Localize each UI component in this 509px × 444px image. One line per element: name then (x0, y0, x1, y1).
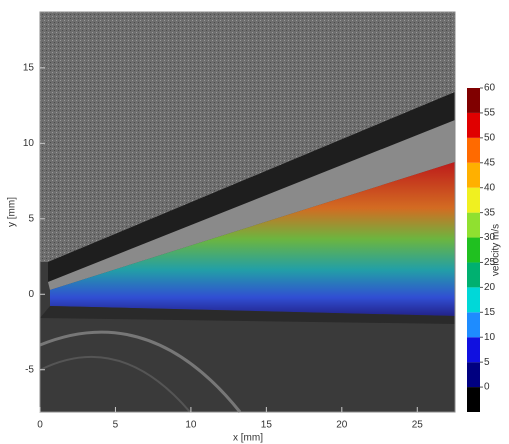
colorbar-tick-label: 10 (484, 332, 496, 343)
colorbar-band (467, 287, 480, 312)
colorbar-tick-label: 60 (484, 83, 496, 94)
colorbar-band (467, 362, 480, 387)
x-axis-label: x [mm] (233, 433, 263, 444)
colorbar-tick-label: 35 (484, 207, 496, 218)
y-tick-label: 10 (23, 138, 35, 149)
y-tick-label: 0 (28, 289, 34, 300)
colorbar-band (467, 188, 480, 213)
colorbar-band (467, 238, 480, 263)
x-tick-label: 0 (37, 420, 43, 431)
colorbar-band (467, 213, 480, 238)
y-tick-label: -5 (25, 364, 34, 375)
colorbar-band (467, 138, 480, 163)
colorbar-tick-label: 5 (484, 357, 490, 368)
colorbar-tick-label: 50 (484, 132, 496, 143)
colorbar-tick-label: 15 (484, 307, 496, 318)
y-tick-label: 5 (28, 213, 34, 224)
y-tick-label: 15 (23, 62, 35, 73)
colorbar-band (467, 113, 480, 138)
colorbar-tick-label: 45 (484, 157, 496, 168)
y-axis-label: y [mm] (7, 197, 18, 227)
x-tick-label: 10 (185, 420, 197, 431)
colorbar-tick-label: 55 (484, 108, 496, 119)
colorbar-band (467, 387, 480, 412)
colorbar-band (467, 312, 480, 337)
colorbar-tick-label: 20 (484, 282, 496, 293)
plot-image (40, 12, 455, 412)
colorbar-band (467, 88, 480, 113)
colorbar-band (467, 337, 480, 362)
chart: x [mm] y [mm] velocity m/s 0510152025-50… (0, 0, 509, 444)
colorbar-tick-label: 30 (484, 232, 496, 243)
x-tick-label: 5 (113, 420, 119, 431)
colorbar-tick-label: 25 (484, 257, 496, 268)
colorbar-tick-label: 40 (484, 182, 496, 193)
x-tick-label: 20 (336, 420, 348, 431)
colorbar-band (467, 262, 480, 287)
colorbar-tick-label: 0 (484, 382, 490, 393)
colorbar-band (467, 163, 480, 188)
x-tick-label: 25 (412, 420, 424, 431)
x-tick-label: 15 (261, 420, 273, 431)
